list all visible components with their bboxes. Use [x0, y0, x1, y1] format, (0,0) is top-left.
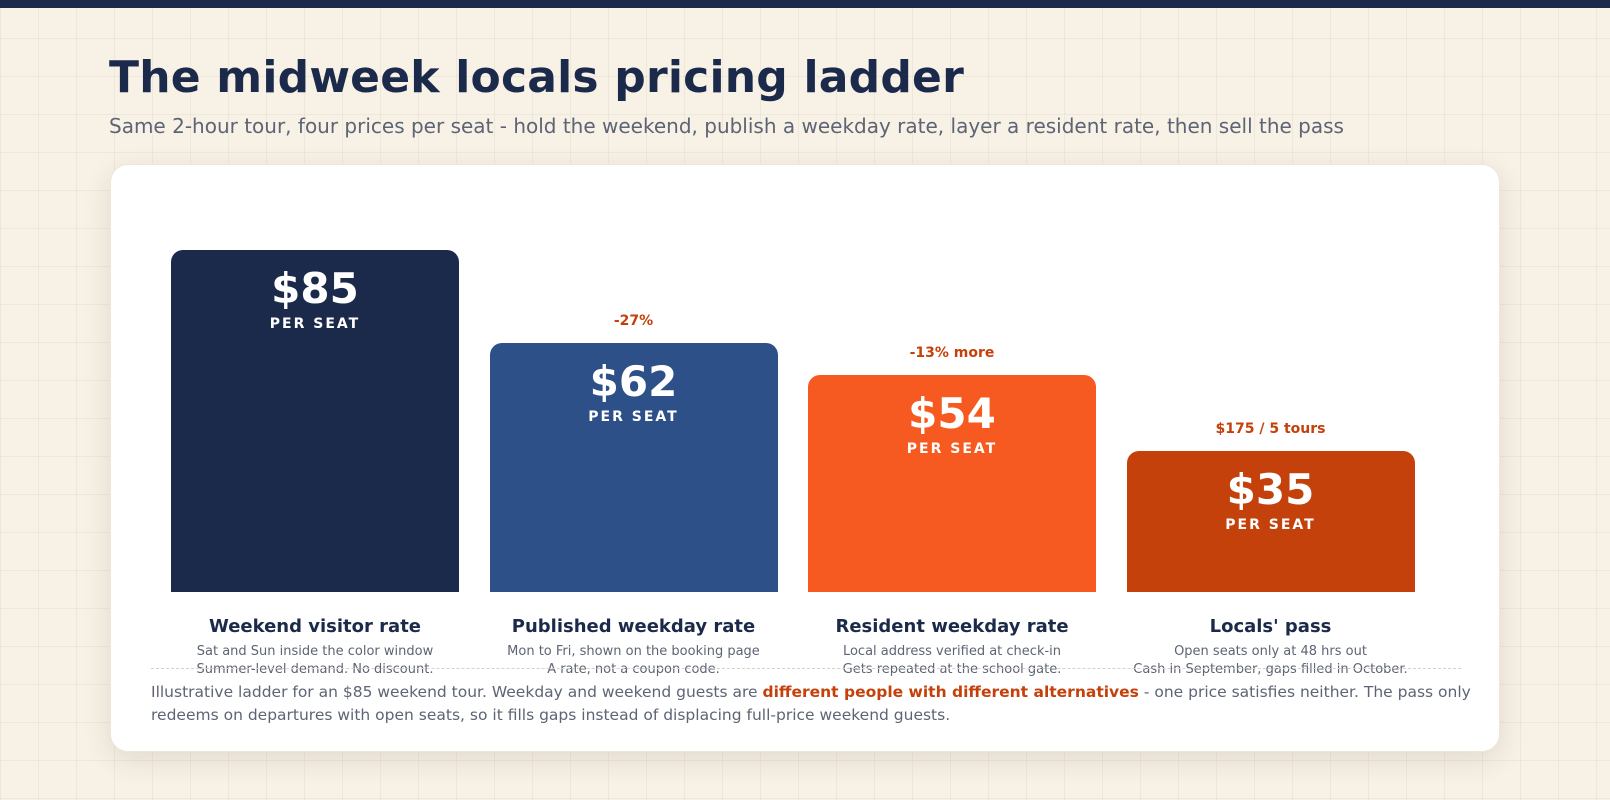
top-accent-bar [0, 0, 1610, 8]
bar-value-label: $85 [271, 264, 359, 313]
bar-column: -27% $62 PER SEAT Published weekday rate Mon… [489, 189, 778, 744]
bar-column: $85 PER SEAT Weekend visitor rate Sat and S… [171, 189, 459, 744]
bar: $85 PER SEAT [171, 250, 459, 592]
category-description: A rate, not a coupon code. [547, 662, 720, 677]
footnote-highlight: different people with different alternat… [762, 683, 1139, 701]
bar-unit-label: PER SEAT [906, 440, 998, 457]
category-description: Sat and Sun inside the color window [196, 644, 434, 659]
footnote-text: Illustrative ladder for an $85 weekend t… [151, 683, 763, 701]
bar-value-label: $54 [908, 388, 996, 438]
category-description: Cash in September, gaps filled in Octobe… [1133, 662, 1408, 677]
footnote: Illustrative ladder for an $85 weekend t… [151, 681, 1471, 727]
category-description: Gets repeated at the school gate. [842, 662, 1062, 677]
category-description: Open seats only at 48 hrs out [1174, 644, 1367, 659]
page-title: The midweek locals pricing ladder [109, 52, 964, 103]
bar-column: $175 / 5 tours $35 PER SEAT Locals' pass Ope… [1126, 189, 1415, 744]
bar-chart: $85 PER SEAT Weekend visitor rate Sat and S… [171, 189, 1481, 744]
chart-card: $85 PER SEAT Weekend visitor rate Sat and S… [110, 164, 1500, 752]
bar-unit-label: PER SEAT [588, 408, 679, 425]
page-subtitle: Same 2-hour tour, four prices per seat -… [109, 114, 1344, 138]
bar-column: -13% more $54 PER SEAT Resident weekday rat… [808, 189, 1096, 744]
category-label: Weekend visitor rate [208, 616, 422, 637]
divider [151, 668, 1461, 669]
category-description: Local address verified at check-in [842, 644, 1062, 659]
footnote-text-end: - one price satisfies neither. The pass … [151, 683, 1471, 724]
bar: $62 PER SEAT [489, 342, 778, 592]
bar-value-label: $35 [1226, 465, 1315, 515]
bar-unit-label: PER SEAT [269, 316, 361, 332]
bar: $35 PER SEAT [1126, 451, 1415, 592]
category-label: Resident weekday rate [835, 616, 1069, 637]
category-description: Mon to Fri, shown on the booking page [507, 644, 760, 659]
bar-value-label: $62 [589, 356, 678, 406]
category-label: Published weekday rate [511, 616, 756, 637]
bar: $54 PER SEAT [808, 374, 1096, 592]
bar-annotation: -13% more [909, 344, 995, 361]
bar-annotation: $175 / 5 tours [1215, 421, 1326, 438]
bar-annotation: -27% [613, 312, 654, 329]
category-label: Locals' pass [1209, 616, 1332, 637]
category-description: Summer-level demand. No discount. [196, 662, 434, 677]
bar-unit-label: PER SEAT [1225, 517, 1316, 534]
